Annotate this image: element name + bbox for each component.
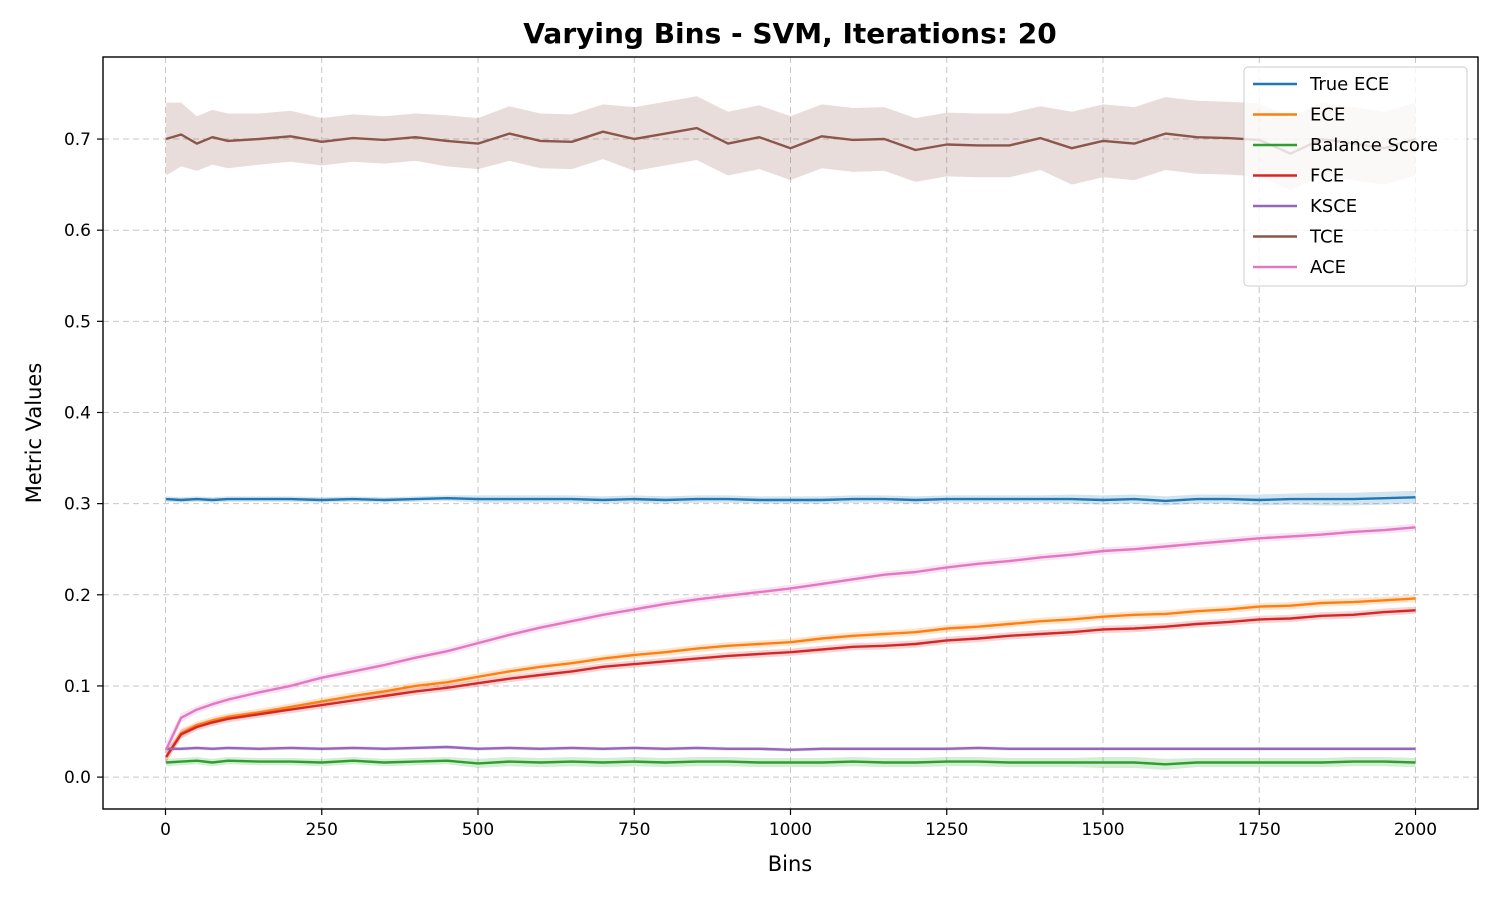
confidence-bands <box>166 96 1416 770</box>
legend-label-ace: ACE <box>1310 257 1346 278</box>
true-ece-band <box>166 490 1416 506</box>
legend-box <box>1243 66 1468 287</box>
tce-band <box>166 96 1416 191</box>
tce-line <box>165 126 1416 155</box>
y-tick-label: 0.6 <box>64 221 91 241</box>
legend-label-fce: FCE <box>1310 166 1344 187</box>
y-tick-label: 0.1 <box>64 677 91 697</box>
x-tick-label: 750 <box>618 820 650 840</box>
x-axis-label: Bins <box>768 852 813 876</box>
balance-score-line <box>166 759 1416 766</box>
y-tick-label: 0.7 <box>64 130 91 150</box>
fce-line <box>165 609 1416 758</box>
x-tick-label: 500 <box>462 820 494 840</box>
true-ece-line <box>166 496 1416 503</box>
y-axis-ticks: 0.0 0.1 0.2 0.3 0.4 0.5 0.6 0.7 <box>64 130 103 788</box>
y-tick-label: 0.2 <box>64 586 91 606</box>
x-tick-label: 250 <box>306 820 338 840</box>
series-lines <box>165 126 1416 766</box>
chart-title: Varying Bins - SVM, Iterations: 20 <box>523 17 1056 50</box>
x-axis-ticks: 0 250 500 750 1000 1250 1500 1750 2000 <box>160 809 1437 840</box>
y-tick-label: 0.5 <box>64 312 91 332</box>
ece-line <box>165 597 1416 758</box>
x-tick-label: 2000 <box>1394 820 1437 840</box>
legend-label-ece: ECE <box>1310 105 1345 126</box>
legend-label-balance-score: Balance Score <box>1310 135 1438 156</box>
legend: True ECE ECE Balance Score FCE KSCE TCE ACE <box>1243 66 1468 287</box>
ksce-line <box>166 745 1416 751</box>
x-tick-label: 0 <box>160 820 171 840</box>
y-tick-label: 0.3 <box>64 495 91 515</box>
x-tick-label: 1250 <box>925 820 968 840</box>
legend-label-ksce: KSCE <box>1310 196 1357 217</box>
x-tick-label: 1500 <box>1081 820 1124 840</box>
ace-line <box>165 526 1416 751</box>
legend-label-true-ece: True ECE <box>1309 74 1389 95</box>
y-tick-label: 0.0 <box>64 768 91 788</box>
y-tick-label: 0.4 <box>64 403 91 423</box>
y-axis-label: Metric Values <box>22 363 46 504</box>
legend-label-tce: TCE <box>1309 227 1344 248</box>
x-tick-label: 1000 <box>769 820 812 840</box>
x-tick-label: 1750 <box>1238 820 1281 840</box>
